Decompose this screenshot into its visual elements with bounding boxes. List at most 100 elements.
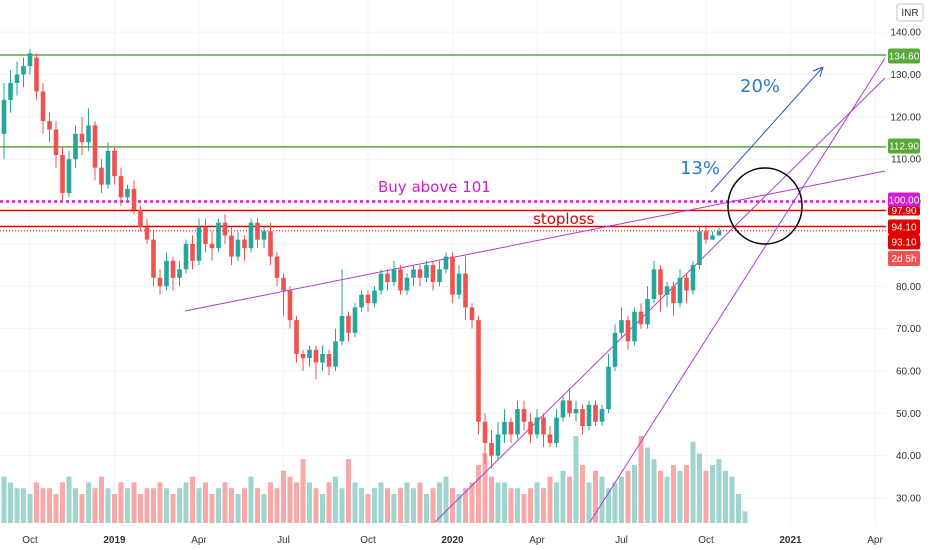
price-tag-label: 97.90 (891, 206, 916, 217)
candle-body (697, 231, 702, 266)
trendlines (184, 57, 886, 523)
volume-bars (1, 436, 748, 523)
candle-body (476, 320, 481, 422)
x-tick-label: Oct (698, 535, 714, 546)
candle-body (430, 265, 436, 283)
x-tick-label: Apr (191, 535, 207, 546)
volume-bar (567, 476, 572, 523)
volume-bar (716, 459, 722, 523)
candle-body (66, 159, 72, 194)
x-tick-label: 2020 (441, 535, 464, 546)
candle-body (541, 417, 546, 435)
volume-bar (287, 476, 293, 523)
candle-body (677, 277, 683, 304)
volume-bar (333, 476, 338, 523)
candle-body (8, 82, 13, 100)
volume-bar (515, 488, 520, 523)
candle-body (203, 226, 208, 244)
candle-body (86, 125, 91, 143)
candle-body (313, 349, 319, 363)
candle-body (73, 133, 78, 160)
candle-body (378, 273, 384, 291)
volume-bar (157, 482, 163, 523)
volume-bar (424, 494, 429, 523)
x-tick-label: Apr (867, 535, 883, 546)
candle-body (385, 273, 390, 283)
volume-bar (60, 482, 65, 523)
candle-body (183, 243, 189, 270)
pct-13-label: 13% (680, 158, 720, 179)
candle-body (34, 57, 39, 92)
arrow-13-head (812, 66, 824, 78)
candle-body (612, 332, 618, 367)
volume-bar (196, 488, 202, 523)
volume-bar (138, 494, 143, 523)
candle-body (586, 404, 592, 427)
volume-bar (736, 494, 741, 523)
price-axis[interactable]: 30.0040.0050.0060.0070.0080.0090.00100.0… (890, 28, 921, 505)
volume-bar (177, 488, 182, 523)
candle-body (118, 176, 124, 198)
volume-bar (203, 482, 208, 523)
arrow-13-line (710, 66, 824, 193)
currency-label: INR (901, 8, 918, 19)
candle-body (346, 315, 351, 333)
candle-body (365, 294, 371, 304)
time-axis[interactable]: Oct 2019 Apr Jul Oct 2020 Apr Jul Oct 2021 Apr (22, 535, 883, 546)
price-tag-label: 112.90 (889, 142, 919, 153)
volume-bar (79, 494, 85, 523)
candle-body (177, 269, 182, 278)
candle-body (281, 277, 286, 291)
candle-body (209, 243, 215, 249)
candle-body (79, 133, 85, 143)
candle-body (60, 154, 65, 194)
volume-bar (690, 441, 696, 523)
candle-body (131, 188, 137, 211)
price-levels (0, 54, 886, 232)
candle-body (287, 290, 293, 321)
volume-bar (307, 482, 312, 523)
price-tag-label: 93.10 (891, 238, 916, 249)
candle-body (632, 311, 637, 342)
candle-body (456, 273, 462, 295)
currency-badge[interactable]: INR (896, 3, 924, 22)
candle-body (320, 354, 325, 363)
volume-bar (573, 436, 579, 523)
volume-bar (671, 465, 676, 523)
volume-bar (723, 470, 728, 523)
candle-body (567, 400, 572, 414)
volume-bar (268, 482, 273, 523)
volume-bar (183, 482, 189, 523)
volume-bar (131, 482, 137, 523)
volume-bar (261, 494, 267, 523)
volume-bar (385, 488, 390, 523)
candle-body (190, 243, 195, 261)
volume-bar (437, 482, 442, 523)
volume-bar (528, 488, 533, 523)
price-tag-label: 100.00 (889, 196, 920, 207)
volume-bar (534, 482, 540, 523)
volume-bar (658, 470, 663, 523)
candle-body (671, 286, 676, 304)
candle-body (138, 210, 143, 227)
candle-body (638, 311, 644, 325)
candle-body (606, 366, 611, 410)
volume-bar (476, 465, 481, 523)
volume-bar (47, 488, 52, 523)
candle-body (372, 290, 377, 304)
volume-bar (281, 470, 286, 523)
candle-body (229, 235, 234, 257)
volume-bar (580, 465, 585, 523)
volume-bar (34, 482, 39, 523)
candle-body (170, 260, 176, 278)
volume-bar (430, 488, 436, 523)
price-tag-label: 134.60 (889, 52, 920, 63)
candle-body (398, 269, 403, 291)
candle-body (248, 222, 254, 249)
volume-bar (372, 488, 377, 523)
candle-body (268, 231, 273, 257)
countdown-tag: 2d 5h (888, 251, 920, 266)
volume-bar (450, 488, 455, 523)
